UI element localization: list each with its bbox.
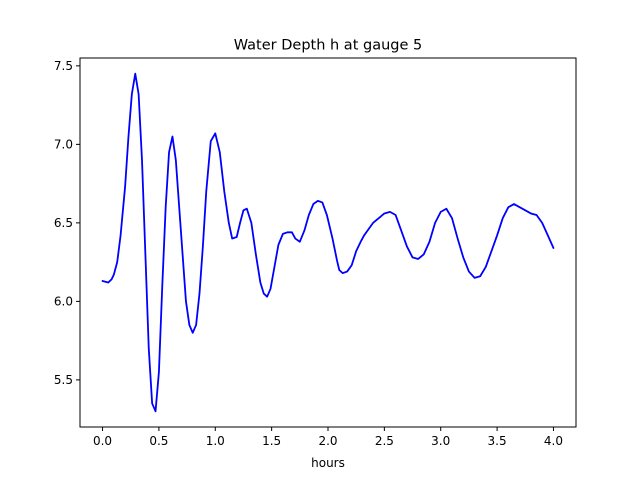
x-axis-label: hours — [311, 456, 345, 470]
series-line-0 — [101, 72, 555, 413]
y-tick-label: 7.5 — [54, 59, 73, 73]
plot-area: 0.0 0.5 1.0 1.5 2.0 2.5 3.0 3.5 4.0 5.5 6.0 6.5 7.0 7… — [54, 57, 577, 448]
y-tick-label: 5.5 — [54, 373, 73, 387]
x-tick-label: 3.5 — [488, 434, 507, 448]
x-tick-label: 0.5 — [149, 434, 168, 448]
y-tick-label: 6.5 — [54, 216, 73, 230]
x-tick-label: 4.0 — [544, 434, 563, 448]
x-tick-label: 0.0 — [93, 434, 112, 448]
x-tick-label: 3.0 — [431, 434, 450, 448]
axes-frame — [79, 57, 577, 428]
y-tick-label: 7.0 — [54, 137, 73, 151]
x-tick-label: 2.0 — [318, 434, 337, 448]
x-tick-label: 1.5 — [262, 434, 281, 448]
x-tick-label: 2.5 — [375, 434, 394, 448]
chart-title: Water Depth h at gauge 5 — [234, 38, 422, 54]
x-tick-label: 1.0 — [206, 434, 225, 448]
y-tick-label: 6.0 — [54, 294, 73, 308]
